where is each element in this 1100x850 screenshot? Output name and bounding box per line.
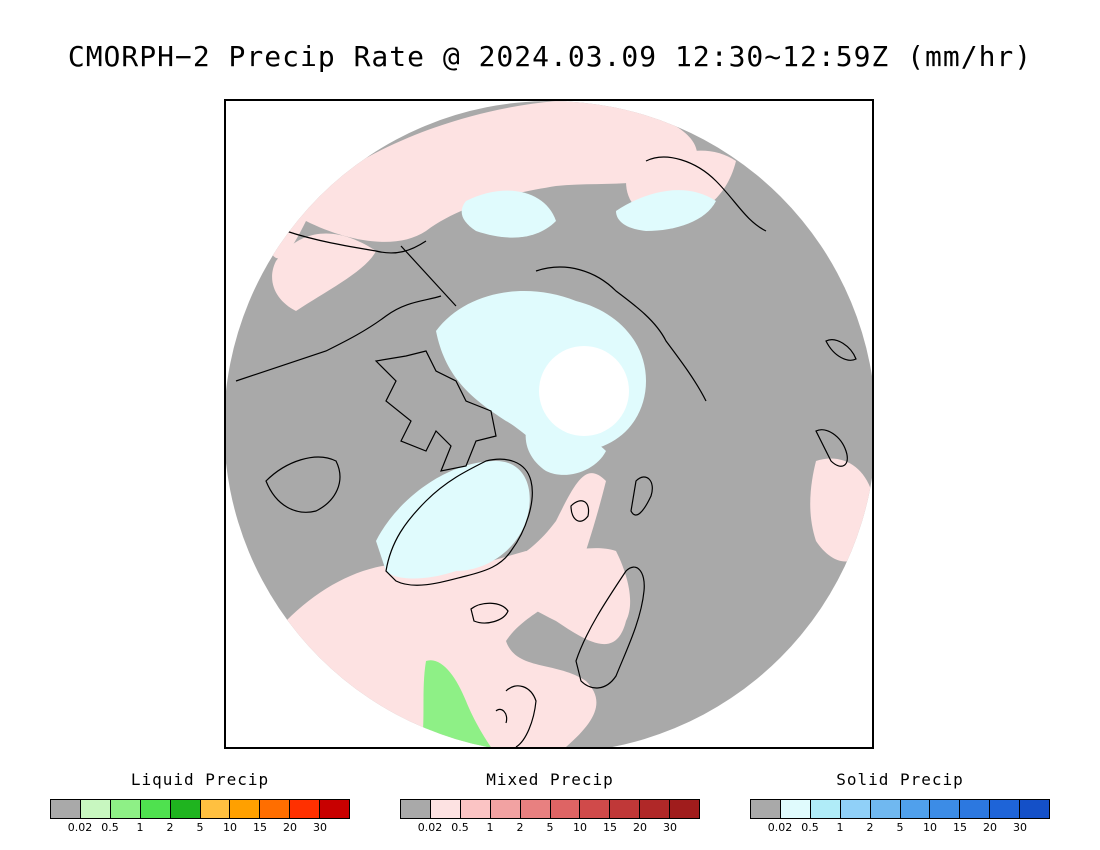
legend-tick-label: 10 (573, 821, 587, 834)
legend-tick-label: 0.5 (101, 821, 119, 834)
coastline-hudson-bay (265, 456, 341, 513)
solid-precip-east-siberia (616, 190, 716, 231)
coastline-scandinavia (575, 566, 645, 689)
legend-swatch (670, 800, 700, 818)
legend-tick-label: 20 (283, 821, 297, 834)
legend-swatch (80, 800, 111, 818)
legend-swatch (751, 800, 781, 818)
legend-swatch (870, 800, 901, 818)
legend-liquid-precip: Liquid Precip 0.02 0.5 1 2 5 10 15 20 30 (50, 770, 350, 834)
legend-swatch (960, 800, 991, 818)
legend-tick-label: 1 (486, 821, 494, 834)
coastline-canadian-archipelago (374, 350, 497, 472)
legend-ticks: 0.02 0.5 1 2 5 10 15 20 30 (750, 819, 1050, 834)
mixed-precip-north-atlantic (286, 473, 606, 747)
legend-solid-precip: Solid Precip 0.02 0.5 1 2 5 10 15 20 30 (750, 770, 1050, 834)
legend-swatch (520, 800, 551, 818)
legend-title: Solid Precip (836, 770, 964, 789)
legend-swatch (290, 800, 321, 818)
legend-swatch (1020, 800, 1050, 818)
legend-swatch (780, 800, 811, 818)
legend-colorbar (750, 799, 1050, 819)
solid-precip-barents (525, 427, 606, 475)
legend-swatch (230, 800, 261, 818)
legend-swatch (51, 800, 81, 818)
solid-precip-siberia (461, 190, 556, 238)
legend-tick-label: 5 (546, 821, 554, 834)
legend-swatch (460, 800, 491, 818)
legend-swatch (401, 800, 431, 818)
legend-tick-label: 20 (983, 821, 997, 834)
polar-map-canvas (226, 101, 872, 747)
mixed-precip-north-pacific (266, 101, 698, 259)
legend-swatch (200, 800, 231, 818)
legend-tick-label: 15 (253, 821, 267, 834)
legend-tick-label: 0.5 (451, 821, 469, 834)
coastline-greenland (385, 458, 533, 586)
coastline-svalbard (570, 500, 590, 522)
legend-swatch (840, 800, 871, 818)
legend-tick-label: 30 (663, 821, 677, 834)
legend-tick-label: 10 (923, 821, 937, 834)
liquid-precip-atlantic (421, 660, 491, 747)
legend-tick-label: 30 (313, 821, 327, 834)
legend-colorbar (50, 799, 350, 819)
legend-colorbar (400, 799, 700, 819)
coastline-uk (495, 685, 537, 747)
coastline-alaska (285, 230, 427, 254)
legend-ticks: 0.02 0.5 1 2 5 10 15 20 30 (50, 819, 350, 834)
legend-tick-label: 2 (516, 821, 524, 834)
legend-swatch (580, 800, 611, 818)
map-title: CMORPH−2 Precip Rate @ 2024.03.09 12:30~… (67, 40, 1033, 73)
mixed-precip-east-atlantic (456, 548, 631, 645)
legend-title: Mixed Precip (486, 770, 614, 789)
legend-tick-label: 15 (603, 821, 617, 834)
legend-swatch (260, 800, 291, 818)
legend-tick-label: 0.02 (417, 821, 443, 834)
legend-swatch (900, 800, 931, 818)
coastline-lake-baikal (825, 339, 857, 361)
legend-tick-label: 2 (166, 821, 174, 834)
coastline-us-canada-border (400, 245, 457, 307)
legend-swatch (430, 800, 461, 818)
legend-swatch (170, 800, 201, 818)
legend-swatch (990, 800, 1021, 818)
mixed-precip-alaska-coast (272, 233, 376, 311)
legend-swatch (140, 800, 171, 818)
legend-mixed-precip: Mixed Precip 0.02 0.5 1 2 5 10 15 20 30 (400, 770, 700, 834)
legend-tick-label: 5 (196, 821, 204, 834)
legend-tick-label: 0.5 (801, 821, 819, 834)
legend-swatch (810, 800, 841, 818)
coastline-east-siberia (645, 156, 767, 232)
legend-title: Liquid Precip (130, 770, 270, 789)
legend-swatch (930, 800, 961, 818)
legend-tick-label: 10 (223, 821, 237, 834)
coastline-north-america (235, 295, 442, 382)
legend-swatch (550, 800, 581, 818)
polar-map (224, 99, 874, 749)
legend-tick-label: 5 (896, 821, 904, 834)
legend-tick-label: 1 (136, 821, 144, 834)
legend-swatch (110, 800, 141, 818)
legend-tick-label: 30 (1013, 821, 1027, 834)
north-pole-no-data (539, 346, 629, 436)
legend-swatch (320, 800, 350, 818)
coastlines (235, 156, 857, 747)
coastline-novaya-zemlya (630, 476, 653, 516)
legend-swatch (490, 800, 521, 818)
coastline-siberia (535, 266, 707, 402)
legend-swatch (640, 800, 671, 818)
legend-tick-label: 0.02 (67, 821, 93, 834)
legend-tick-label: 1 (836, 821, 844, 834)
legend-tick-label: 0.02 (767, 821, 793, 834)
legend-ticks: 0.02 0.5 1 2 5 10 15 20 30 (400, 819, 700, 834)
legend-tick-label: 2 (866, 821, 874, 834)
legend-tick-label: 20 (633, 821, 647, 834)
legend-tick-label: 15 (953, 821, 967, 834)
coastline-iceland (470, 602, 509, 624)
solid-precip-greenland (376, 461, 530, 579)
coastline-kamchatka (815, 429, 848, 467)
legend-swatch (610, 800, 641, 818)
